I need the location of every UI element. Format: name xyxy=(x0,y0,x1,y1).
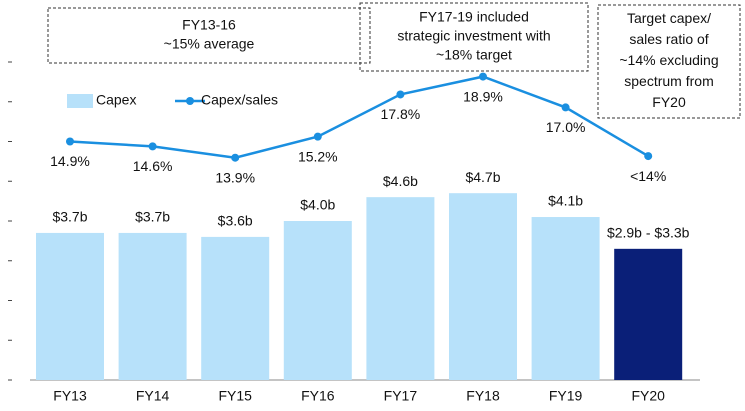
annotation: strategic investment with xyxy=(397,28,550,44)
bar xyxy=(531,217,600,380)
annotation: spectrum from xyxy=(624,73,713,89)
bar-label: $4.6b xyxy=(383,173,418,189)
line-point xyxy=(313,132,322,141)
bar-label: $3.7b xyxy=(52,209,87,225)
line-point xyxy=(231,153,240,162)
bar xyxy=(36,232,104,380)
legend-label: Capex/sales xyxy=(201,92,278,108)
annotation: FY17-19 included xyxy=(419,9,529,25)
bar-label: $2.9b - $3.3b xyxy=(607,225,690,241)
line xyxy=(69,75,649,159)
bar xyxy=(614,248,683,380)
line-label: <14% xyxy=(630,168,666,184)
x-tick-label: FY13 xyxy=(53,388,87,404)
line-label: 14.6% xyxy=(133,158,173,174)
bar-label: $4.0b xyxy=(300,197,335,213)
line-label: 18.9% xyxy=(463,88,503,104)
bar-label: $3.7b xyxy=(135,209,170,225)
annotation: ~15% average xyxy=(164,36,255,52)
legend-label: Capex xyxy=(96,92,136,108)
line-label: 14.9% xyxy=(50,153,90,169)
line-label: 17.8% xyxy=(381,106,421,122)
legend-swatch xyxy=(67,94,93,108)
x-tick-label: FY15 xyxy=(218,388,252,404)
annotation: ~18% target xyxy=(436,47,512,63)
x-tick-label: FY20 xyxy=(631,388,665,404)
bar xyxy=(118,232,187,380)
bar-label: $4.7b xyxy=(465,169,500,185)
x-tick-label: FY19 xyxy=(549,388,583,404)
annotation-box xyxy=(47,7,371,64)
x-tick-label: FY18 xyxy=(466,388,500,404)
line-point xyxy=(66,137,74,146)
bar-label: $4.1b xyxy=(548,193,583,209)
line-label: 17.0% xyxy=(546,119,586,135)
line-point xyxy=(396,90,405,99)
annotation: ~14% excluding xyxy=(619,52,718,68)
bar xyxy=(366,197,435,380)
x-tick-label: FY17 xyxy=(384,388,418,404)
annotation: Target capex/ xyxy=(627,10,711,26)
bar xyxy=(283,221,352,380)
annotation: FY20 xyxy=(652,94,686,110)
annotation-box xyxy=(597,4,741,119)
line-label: 15.2% xyxy=(298,148,338,164)
bar xyxy=(449,193,517,380)
line-point xyxy=(148,142,157,151)
line-label: 13.9% xyxy=(215,169,255,185)
line-point xyxy=(479,72,487,81)
annotation-box xyxy=(359,2,589,72)
line-point xyxy=(561,103,570,112)
bar-label: $3.6b xyxy=(218,213,253,229)
line-point xyxy=(644,152,653,161)
x-tick-label: FY16 xyxy=(301,388,335,404)
annotation: sales ratio of xyxy=(629,31,708,47)
annotation: FY13-16 xyxy=(182,17,236,33)
legend-marker xyxy=(186,97,194,105)
x-tick-label: FY14 xyxy=(136,388,170,404)
bar xyxy=(201,236,270,380)
